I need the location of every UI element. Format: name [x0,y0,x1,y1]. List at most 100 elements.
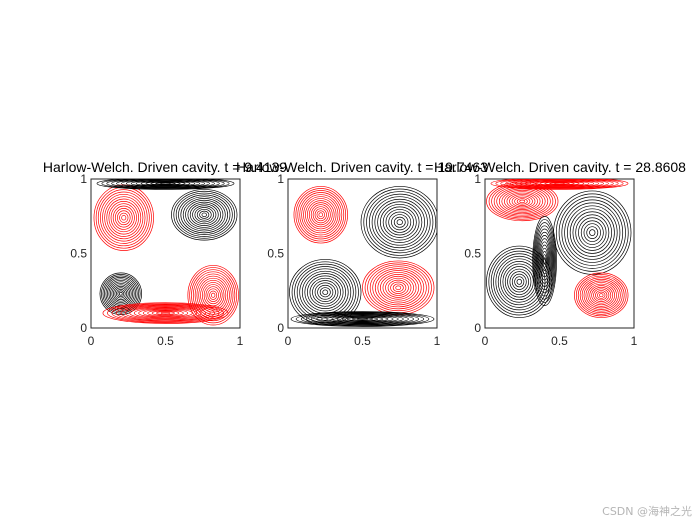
contour-line [295,188,347,242]
contour-line [393,216,406,228]
contour-line [507,268,532,295]
contour-line [191,269,236,322]
contour-line [312,206,329,224]
contour-line [385,209,414,236]
contour-line [360,186,437,259]
contour-line [182,198,226,232]
contour-line [514,196,531,206]
contour-line [200,279,227,311]
contour-line [391,214,409,231]
contour-line [500,179,619,189]
contour-line [510,179,609,189]
x-tick-label: 1 [237,334,244,348]
contour-line [504,266,534,298]
contour-line [145,181,186,186]
y-tick-label: 1 [474,172,481,186]
contour-line [314,282,336,302]
x-tick-label: 0.5 [354,334,371,348]
contour-line [569,208,615,257]
contour-line [541,251,548,271]
subplot-3: Harlow-Welch. Driven cavity. t = 28.8608… [434,159,686,348]
contour-line [579,277,623,314]
contour-line [372,268,425,308]
contour-line [106,198,142,237]
contour-line [387,279,409,296]
contour-line [299,192,343,238]
contour-line [578,217,607,248]
contour-line [331,315,394,323]
contour-line [189,203,219,226]
contour-line [290,311,435,327]
contour-line [575,214,610,251]
contour-line [304,273,347,312]
contour-line [120,305,211,321]
contour-line [107,303,224,324]
contour-line [101,179,230,190]
y-tick-label: 0.5 [267,247,284,261]
contour-line [303,196,339,234]
contour-line [490,250,548,313]
contour-line [300,312,425,326]
contour-line [99,272,143,315]
contour-line [112,205,135,230]
contour-line [326,314,399,324]
subplot-3-contours [486,179,632,318]
contour-line [396,219,403,226]
contour-line [511,273,527,290]
contour-line [564,202,621,263]
subplot-1-contours [93,179,239,326]
contour-line [595,290,608,301]
contour-line [150,181,181,186]
contour-line [115,304,216,322]
subplot-3-ticks: 0 0.5 1 0 0.5 1 [464,172,637,348]
contour-line [185,199,224,230]
contour-line [311,313,414,325]
x-tick-label: 1 [631,334,638,348]
contour-line [124,306,207,321]
contour-line [572,211,613,254]
contour-line [336,316,389,323]
contour-line [581,278,621,312]
contour-line [574,272,629,318]
contour-line [544,181,575,186]
contour-line [294,263,357,321]
contour-line [519,179,600,188]
contour-line [534,225,555,297]
contour-line [524,180,595,187]
contour-line [535,228,554,294]
contour-line [307,200,335,230]
y-tick-label: 0 [277,321,284,335]
contour-line [567,205,618,260]
contour-line [357,318,368,321]
contour-line [539,181,580,186]
contour-line [295,311,430,327]
contour-line [110,282,132,305]
contour-line [142,309,189,318]
contour-line [377,201,423,243]
contour-line [135,180,196,187]
contour-line [106,179,225,189]
contour-line [516,278,522,285]
contour-line [147,309,184,317]
contour-line [504,191,541,212]
contour-line [583,280,619,310]
contour-line [369,266,427,310]
x-tick-label: 0.5 [551,334,568,348]
contour-line [363,188,437,256]
contour-line [96,179,235,190]
contour-line [121,179,210,188]
contour-line [368,193,431,251]
contour-line [534,222,556,300]
contour-line [187,265,239,326]
contour-line [575,274,627,317]
contour-line [117,290,125,298]
contour-line [312,280,339,305]
contour-line [319,287,331,298]
contour-line [577,275,625,315]
contour-line [542,254,547,268]
contour-line [102,275,140,312]
contour-line [529,180,590,187]
contour-line [366,191,434,254]
x-tick-label: 0 [482,334,489,348]
contour-line [301,194,341,236]
